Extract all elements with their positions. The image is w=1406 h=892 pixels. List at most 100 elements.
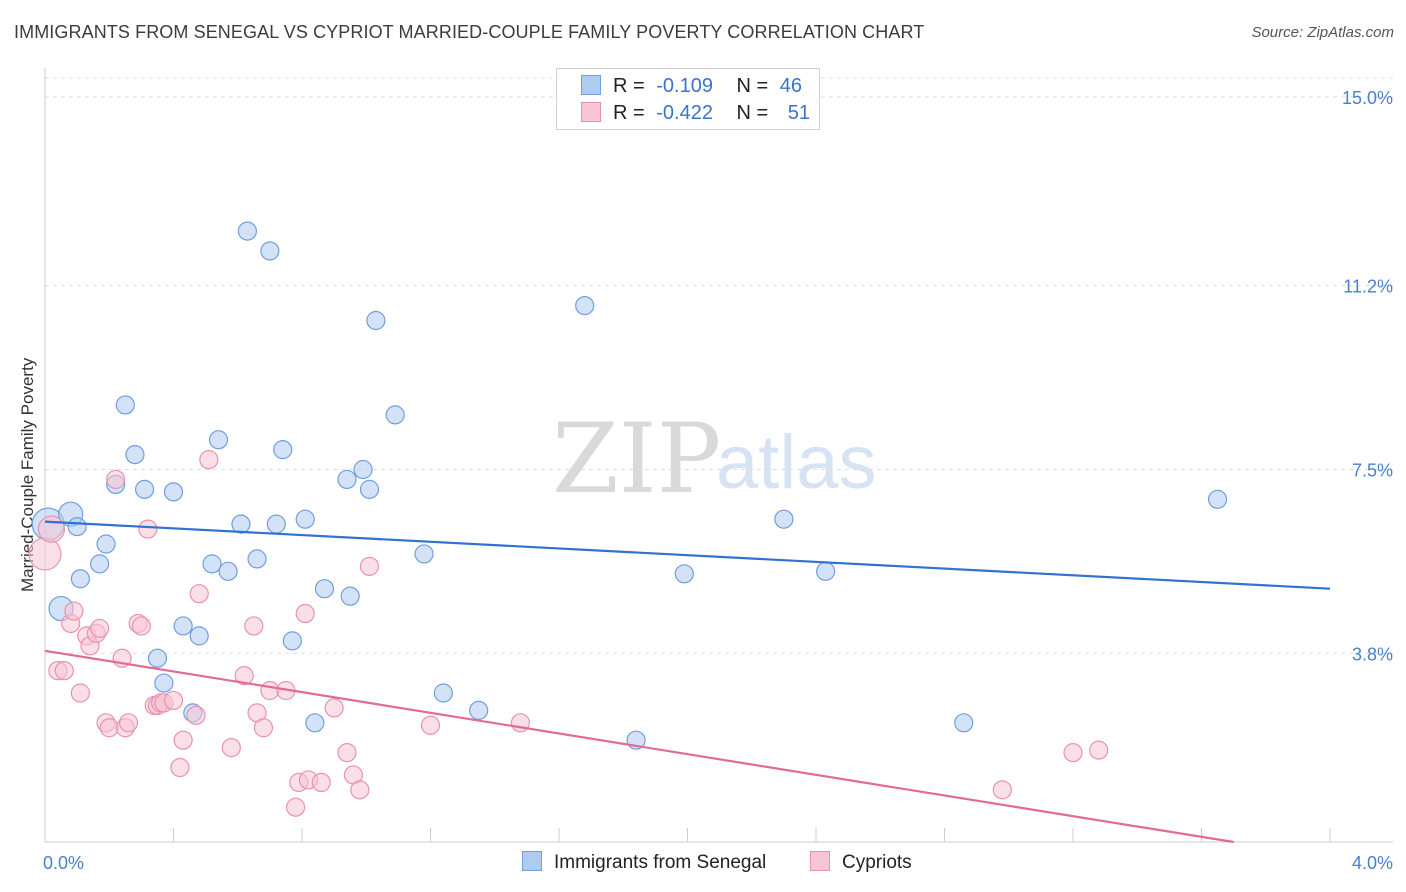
data-point-cypriots (221, 738, 241, 758)
data-point-senegal (385, 405, 405, 425)
data-point-cypriots (186, 705, 206, 725)
legend-r-value-senegal: -0.109 (656, 75, 713, 97)
data-point-cypriots (138, 519, 158, 539)
data-point-senegal (414, 544, 434, 564)
legend-row-senegal: R = -0.109 N = 46 (581, 75, 802, 98)
x-tick-label: 0.0% (43, 853, 84, 873)
data-point-senegal (90, 554, 110, 574)
data-point-cypriots (173, 730, 193, 750)
legend-label-senegal: Immigrants from Senegal (554, 852, 767, 873)
data-point-cypriots (1063, 742, 1083, 763)
data-point-cypriots (70, 683, 90, 703)
data-point-senegal (154, 673, 174, 693)
legend-item-senegal[interactable]: Immigrants from Senegal (522, 851, 766, 874)
data-point-cypriots (285, 797, 306, 817)
legend-r-label: R = (613, 75, 645, 97)
correlation-legend: R = -0.109 N = 46 R = -0.422 N = 51 (556, 68, 820, 130)
data-point-senegal (575, 296, 595, 316)
data-point-cypriots (131, 616, 151, 636)
data-point-senegal (314, 579, 335, 599)
y-tick-label: 7.5% (1352, 461, 1393, 481)
y-tick-label: 11.2% (1343, 277, 1393, 297)
legend-r-label: R = (613, 102, 645, 124)
legend-swatch-cypriots (581, 102, 601, 122)
data-point-cypriots (260, 680, 280, 701)
data-point-cypriots (99, 718, 119, 738)
data-point-senegal (816, 561, 836, 581)
watermark-zip: ZIP (552, 403, 721, 515)
data-point-senegal (273, 440, 293, 460)
data-point-senegal (202, 554, 222, 574)
data-point-senegal (340, 586, 360, 606)
data-point-senegal (1207, 489, 1228, 509)
legend-swatch-senegal (581, 75, 601, 95)
data-point-cypriots (253, 718, 274, 738)
data-point-cypriots (199, 449, 219, 470)
legend-r-value-cypriots: -0.422 (656, 102, 713, 124)
data-point-senegal (366, 310, 386, 331)
series-layer (28, 221, 1228, 817)
data-point-senegal (774, 509, 794, 529)
legend-item-cypriots[interactable]: Cypriots (810, 851, 912, 874)
data-point-cypriots (54, 661, 74, 681)
x-tick-label: 4.0% (1352, 853, 1393, 873)
data-point-senegal (218, 561, 238, 581)
data-point-senegal (266, 514, 286, 534)
data-point-senegal (189, 626, 209, 646)
data-point-senegal (337, 469, 357, 490)
legend-n-value-cypriots: 51 (787, 102, 811, 124)
legend-swatch-senegal (522, 851, 542, 871)
data-point-senegal (147, 648, 168, 668)
legend-row-cypriots: R = -0.422 N = 51 (581, 102, 810, 125)
legend-label-cypriots: Cypriots (842, 852, 912, 873)
data-point-senegal (954, 713, 974, 733)
data-point-senegal (96, 534, 116, 554)
series-cypriots (28, 449, 1109, 817)
data-point-senegal (231, 514, 251, 534)
grid (45, 77, 1393, 654)
data-point-senegal (163, 482, 184, 502)
legend-n-label: N = (736, 75, 769, 97)
watermark-atlas: atlas (716, 420, 877, 505)
data-point-cypriots (420, 715, 441, 735)
data-point-senegal (359, 479, 380, 499)
trendline-senegal (44, 520, 1331, 590)
data-point-cypriots (118, 713, 139, 733)
trendline-cypriots (44, 649, 1234, 844)
data-point-senegal (70, 569, 90, 589)
legend-n-value-senegal: 46 (779, 75, 803, 97)
data-point-cypriots (189, 584, 209, 604)
data-point-senegal (282, 631, 302, 651)
data-point-senegal (674, 564, 694, 584)
chart-title: IMMIGRANTS FROM SENEGAL VS CYPRIOT MARRI… (14, 22, 925, 42)
data-point-senegal (173, 616, 193, 636)
data-point-cypriots (234, 666, 254, 686)
trend-layer (44, 520, 1331, 844)
data-point-cypriots (170, 757, 190, 778)
legend-swatch-cypriots (810, 851, 830, 871)
data-point-senegal (134, 479, 155, 499)
data-point-cypriots (337, 742, 357, 763)
data-point-cypriots (163, 690, 184, 711)
data-point-senegal (247, 549, 267, 569)
data-point-senegal (469, 700, 489, 720)
data-point-cypriots (37, 515, 66, 543)
data-point-cypriots (350, 780, 370, 800)
data-point-cypriots (90, 618, 110, 639)
data-point-cypriots (106, 469, 126, 490)
tick-layer: 3.8% 7.5% 11.2% 15.0% 0.0% 4.0% (43, 88, 1393, 873)
axes (44, 68, 1393, 843)
data-point-cypriots (244, 616, 264, 636)
data-point-senegal (125, 445, 145, 465)
data-point-cypriots (311, 772, 331, 793)
data-point-senegal (305, 713, 325, 733)
y-tick-label: 3.8% (1352, 644, 1393, 664)
y-tick-label: 15.0% (1342, 88, 1393, 108)
data-point-senegal (295, 509, 315, 529)
data-point-cypriots (64, 601, 84, 621)
data-point-cypriots (295, 603, 315, 624)
source-label: Source: ZipAtlas.com (1251, 24, 1394, 41)
data-point-senegal (115, 395, 135, 415)
data-point-cypriots (359, 556, 380, 576)
